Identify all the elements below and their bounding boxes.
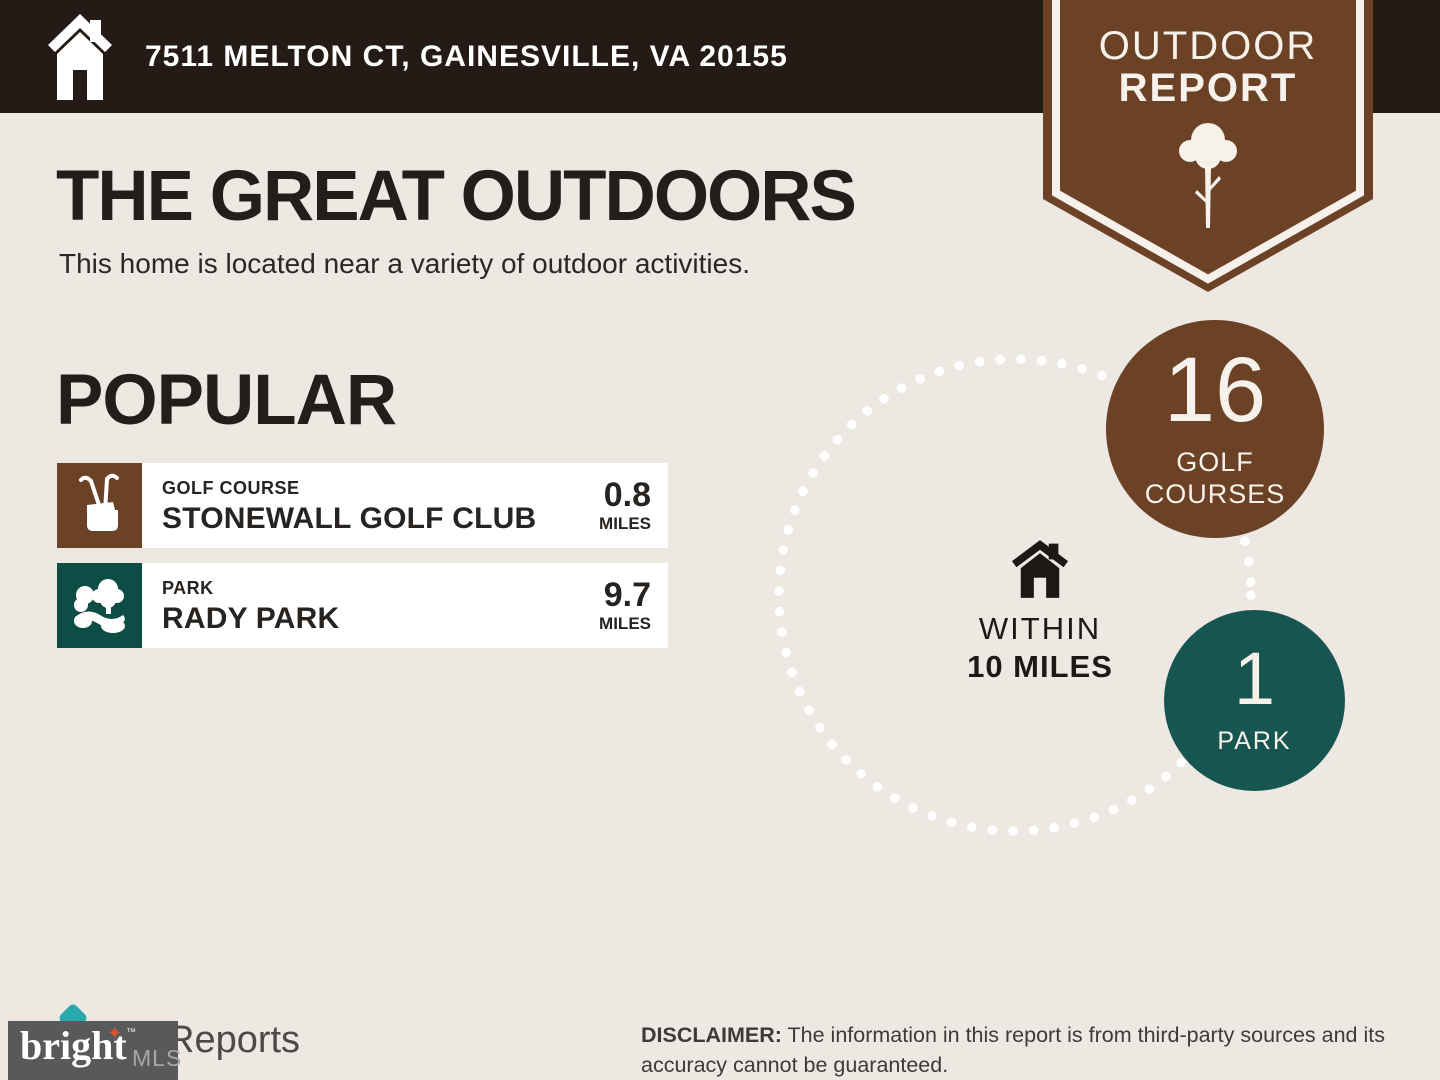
place-row-golf-course: GOLF COURSE STONEWALL GOLF CLUB 0.8 MILE… xyxy=(57,463,668,548)
bubble-label-line1: GOLF xyxy=(1176,447,1254,477)
place-category: GOLF COURSE xyxy=(162,478,300,498)
section-title-popular: POPULAR xyxy=(56,361,397,440)
park-icon xyxy=(57,563,142,648)
bubble-label-line1: PARK xyxy=(1217,727,1292,755)
tree-icon xyxy=(1179,123,1237,228)
page-subtitle: This home is located near a variety of o… xyxy=(59,248,751,279)
trademark-symbol: ™ xyxy=(126,1027,136,1038)
bright-star-icon: ✦ xyxy=(107,1023,123,1043)
ribbon-title-line1: OUTDOOR xyxy=(1098,24,1318,68)
within-label: WITHIN xyxy=(978,611,1102,646)
place-distance-value: 0.8 xyxy=(603,476,651,514)
place-distance-value: 9.7 xyxy=(603,576,651,614)
house-icon xyxy=(1012,540,1068,598)
radius-dotted-circle xyxy=(774,354,1256,836)
partial-logo-text: Reports xyxy=(167,1019,301,1061)
page-title: THE GREAT OUTDOORS xyxy=(56,157,857,236)
disclaimer-text: DISCLAIMER: The information in this repo… xyxy=(641,1021,1399,1080)
disclaimer-body: The information in this report is from t… xyxy=(641,1023,1385,1077)
bright-mls-logo: bright ✦ ™ MLS xyxy=(8,1021,181,1080)
place-name: RADY PARK xyxy=(162,602,340,635)
radius-distance-label: 10 MILES xyxy=(967,649,1113,684)
ribbon-title-line2: REPORT xyxy=(1118,66,1298,110)
place-row-park: PARK RADY PARK 9.7 MILES xyxy=(57,563,668,648)
place-distance-unit: MILES xyxy=(599,614,651,633)
mls-logo-text: MLS xyxy=(132,1045,183,1071)
disclaimer-label: DISCLAIMER: xyxy=(641,1023,782,1047)
place-name: STONEWALL GOLF CLUB xyxy=(162,502,537,535)
stat-bubble-park: 1 PARK xyxy=(1164,610,1345,791)
report-ribbon: OUTDOOR REPORT xyxy=(1043,0,1373,292)
home-icon xyxy=(48,14,112,100)
radius-center-label: WITHIN 10 MILES xyxy=(930,540,1150,685)
park-count: 1 xyxy=(1233,637,1276,720)
bubble-label-line2: COURSES xyxy=(1144,479,1286,510)
golf-bag-icon xyxy=(57,463,142,548)
stat-bubble-golf-courses: 16 GOLF COURSES xyxy=(1106,320,1324,538)
bright-logo-text: bright xyxy=(20,1023,127,1068)
property-address: 7511 MELTON CT, GAINESVILLE, VA 20155 xyxy=(145,40,788,73)
place-category: PARK xyxy=(162,578,214,598)
golf-course-count: 16 xyxy=(1163,339,1267,441)
place-distance-unit: MILES xyxy=(599,514,651,533)
